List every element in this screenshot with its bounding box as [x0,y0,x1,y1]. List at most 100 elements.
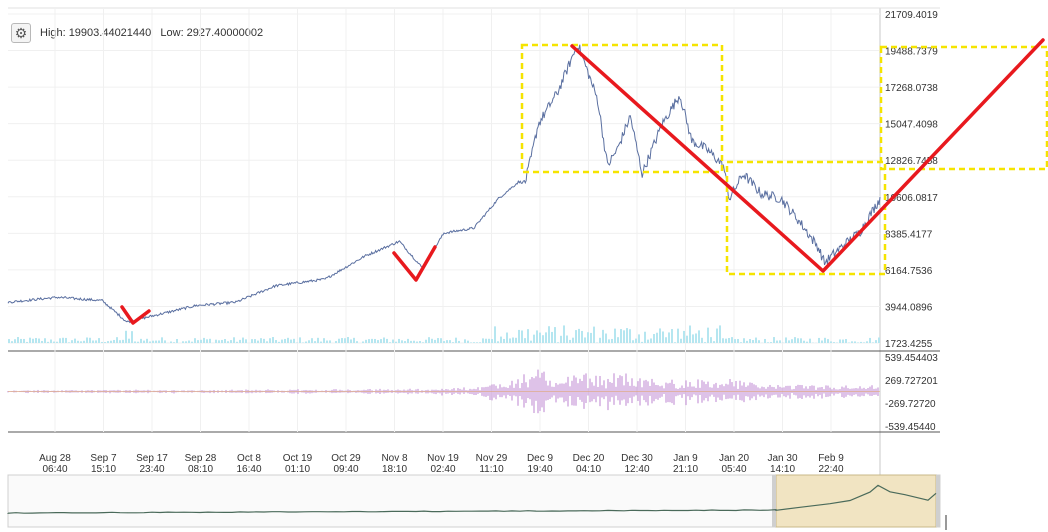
volume-bar [218,340,220,343]
x-tick-label: 18:10 [382,464,407,475]
volume-bar [773,337,775,343]
volume-bar [746,340,748,343]
volume-bar [443,341,445,343]
volume-bar [53,341,55,343]
volume-bar [869,337,871,343]
volume-bar [233,337,235,343]
volume-bar [341,338,343,343]
volume-bar [92,340,94,343]
volume-bar [47,341,49,343]
volume-bar [101,341,103,343]
volume-bar [206,339,208,343]
volume-bar [161,337,163,343]
volume-bar [275,340,277,343]
volume-bar [647,339,649,343]
settings-button[interactable]: ⚙ [11,23,31,43]
volume-bar [251,339,253,343]
volume-bar [749,338,751,343]
volume-bar [470,342,472,343]
volume-bar [545,332,547,343]
volume-bar [620,329,622,343]
volume-bar [125,330,127,343]
volume-bar [590,332,592,343]
volume-bar [434,339,436,343]
volume-bar [788,340,790,343]
volume-bar [50,339,52,343]
volume-bar [503,338,505,343]
volume-bar [311,338,313,343]
x-tick-label: 09:40 [333,464,358,475]
x-tick-label: 06:40 [42,464,67,475]
volume-bar [266,341,268,343]
volume-bar [329,340,331,343]
volume-bar [362,341,364,343]
volume-bar [398,338,400,343]
volume-bar [404,341,406,343]
low-label: Low: [160,27,184,39]
volume-bar [626,328,628,343]
volume-bar [176,338,178,343]
volume-bar [842,339,844,343]
x-tick-label: 21:10 [673,464,698,475]
volume-bar [347,337,349,343]
volume-bar [416,341,418,343]
volume-bar [698,330,700,343]
volume-bar [764,338,766,343]
volume-bar [704,342,706,343]
volume-bar [602,329,604,343]
volume-bar [338,338,340,343]
volume-bar [635,338,637,343]
volume-bar [521,330,523,343]
volume-bar [464,339,466,343]
volume-bar [632,340,634,343]
volume-bar [722,338,724,343]
volume-bar [809,338,811,343]
navigator-selection [775,474,937,528]
volume-bar [173,342,175,343]
volume-bar [767,342,769,343]
price-y-tick-label: 17268.0738 [885,83,938,94]
volume-bar [656,332,658,343]
x-tick-label: 23:40 [139,464,164,475]
volume-bar [797,338,799,343]
volume-bar [140,338,142,343]
volume-bar [299,337,301,343]
volume-bar [506,332,508,343]
x-tick-label: Aug 28 [39,453,71,464]
x-tick-label: 05:40 [721,464,746,475]
volume-bar [587,332,589,343]
volume-bar [839,339,841,343]
volume-bar [683,330,685,343]
osc-y-tick-label: -539.45440 [885,422,936,433]
volume-bar [599,337,601,343]
x-tick-label: Sep 28 [185,453,217,464]
volume-bar [644,331,646,343]
x-tick-label: Jan 30 [767,453,797,464]
volume-bar [239,339,241,343]
volume-bar [743,338,745,343]
volume-bar [692,334,694,343]
volume-bar [725,338,727,343]
volume-bar [866,341,868,343]
volume-bar [104,342,106,343]
volume-bar [353,337,355,343]
volume-bar [731,337,733,343]
volume-bar [221,339,223,343]
volume-bar [857,342,859,343]
volume-bar [323,338,325,343]
volume-bar [302,342,304,343]
volume-bar [401,340,403,343]
volume-bar [197,340,199,343]
volume-bar [392,339,394,343]
volume-bar [155,340,157,343]
volume-bar [440,338,442,343]
volume-bar [374,338,376,343]
x-tick-label: 12:40 [624,464,649,475]
volume-bar [659,328,661,343]
x-tick-label: Jan 20 [719,453,749,464]
volume-bar [326,340,328,343]
volume-bar [524,338,526,343]
x-tick-label: Oct 29 [331,453,361,464]
